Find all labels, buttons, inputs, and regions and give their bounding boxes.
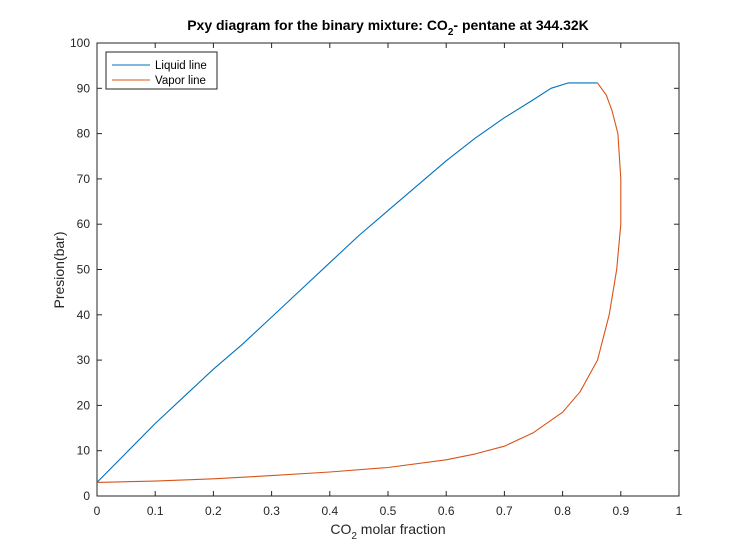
liquid-line-series	[96, 82, 598, 483]
y-tick-label: 30	[77, 353, 91, 367]
y-axis: 0 10 20 30 40 50 60 70 80 90 100	[70, 36, 679, 503]
x-tick-label: 0.3	[263, 504, 280, 518]
y-tick-label: 10	[77, 444, 91, 458]
x-axis-label: CO2 molar fraction	[330, 521, 445, 542]
y-tick-label: 40	[77, 308, 91, 322]
x-tick-label: 0.1	[147, 504, 164, 518]
x-tick-label: 0	[94, 504, 101, 518]
x-tick-label: 0.9	[612, 504, 629, 518]
x-tick-label: 0.4	[321, 504, 338, 518]
legend-box	[105, 51, 218, 90]
chart-title: Pxy diagram for the binary mixture: CO2-…	[187, 17, 589, 38]
y-tick-label: 70	[77, 172, 91, 186]
plot-area	[96, 42, 680, 497]
x-tick-label: 0.5	[380, 504, 397, 518]
legend-label-vapor: Vapor line	[155, 75, 206, 87]
legend-label-liquid: Liquid line	[155, 60, 207, 72]
vapor-line-series	[96, 82, 622, 483]
series-layer	[96, 82, 622, 483]
legend: Liquid line Vapor line	[105, 51, 218, 90]
y-axis-label: Presion(bar)	[51, 231, 67, 308]
x-tick-label: 0.8	[554, 504, 571, 518]
x-tick-label: 0.7	[496, 504, 513, 518]
y-tick-label: 90	[77, 81, 91, 95]
x-axis: 0 0.1 0.2 0.3 0.4 0.5 0.6 0.7 0.8 0.9 1	[94, 43, 683, 518]
y-tick-label: 20	[77, 398, 91, 412]
x-tick-label: 0.2	[205, 504, 222, 518]
y-tick-label: 0	[83, 489, 90, 503]
x-tick-label: 0.6	[438, 504, 455, 518]
y-tick-label: 80	[77, 127, 91, 141]
y-tick-label: 50	[77, 263, 91, 277]
y-tick-label: 100	[70, 36, 90, 50]
y-tick-label: 60	[77, 217, 91, 231]
x-tick-label: 1	[676, 504, 683, 518]
